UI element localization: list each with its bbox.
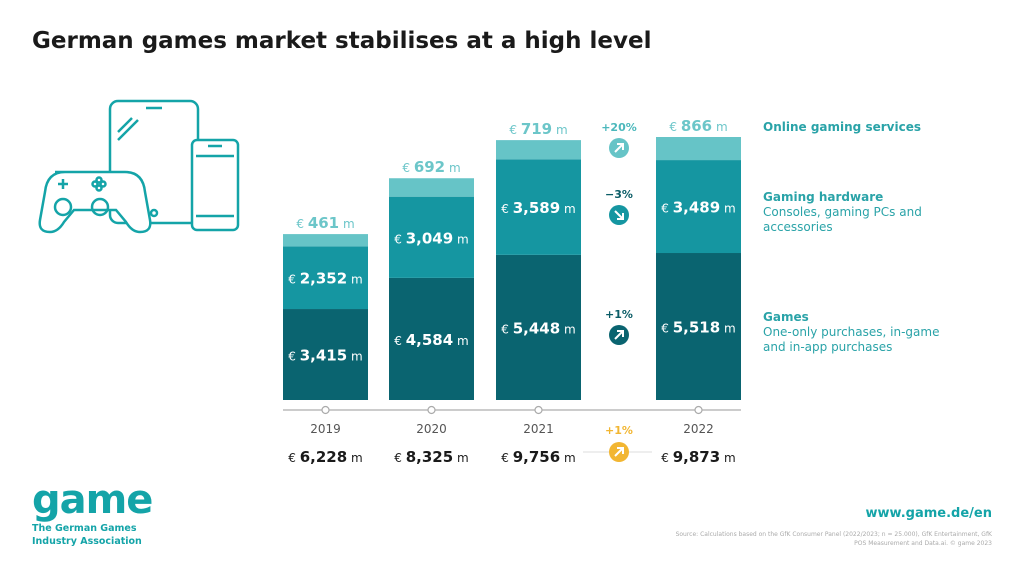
devices-illustration-icon xyxy=(38,99,240,234)
axis-marker xyxy=(321,405,330,415)
bar-online-gaming-services-2020 xyxy=(389,178,474,197)
bar-gaming-hardware-2021 xyxy=(496,159,581,255)
change-label: +20% xyxy=(601,121,637,134)
value-label: € 5,448 m xyxy=(501,319,575,337)
total-label: € 8,325 m xyxy=(394,448,468,466)
website-link[interactable]: www.game.de/en xyxy=(865,506,992,521)
bar-online-gaming-services-2022 xyxy=(656,137,741,161)
legend-online: Online gaming services xyxy=(763,120,921,134)
value-label: € 3,589 m xyxy=(501,199,575,217)
value-label: € 866 m xyxy=(669,117,727,135)
bar-online-gaming-services-2021 xyxy=(496,140,581,160)
total-label: € 9,756 m xyxy=(501,448,575,466)
value-label: € 461 m xyxy=(296,214,354,232)
bar-gaming-hardware-2020 xyxy=(389,196,474,278)
bar-online-gaming-services-2019 xyxy=(283,234,368,247)
axis-marker xyxy=(534,405,543,415)
arrow-glyph xyxy=(614,447,624,457)
change-label: −3% xyxy=(605,188,633,201)
value-label: € 4,584 m xyxy=(394,331,468,349)
value-label: € 5,518 m xyxy=(661,319,735,337)
total-label: € 6,228 m xyxy=(288,448,362,466)
bar-gaming-hardware-2022 xyxy=(656,160,741,254)
total-change-label: +1% xyxy=(605,424,633,437)
bar-games-2020 xyxy=(389,277,474,400)
value-label: € 3,489 m xyxy=(661,199,735,217)
axis-marker xyxy=(694,405,703,415)
x-tick-label: 2021 xyxy=(523,422,554,436)
legend-games: Games One-only purchases, in-game and in-… xyxy=(763,310,940,354)
arrow-glyph xyxy=(614,143,624,153)
value-label: € 692 m xyxy=(402,158,460,176)
bar-games-2019 xyxy=(283,309,368,400)
source-note: Source: Calculations based on the GfK Co… xyxy=(675,531,992,547)
axis-marker xyxy=(427,405,436,415)
game-logo: game The German Games Industry Associati… xyxy=(32,477,153,547)
total-label: € 9,873 m xyxy=(661,448,735,466)
legend-hardware: Gaming hardware Consoles, gaming PCs and … xyxy=(763,190,922,234)
value-label: € 3,049 m xyxy=(394,229,468,247)
x-tick-label: 2022 xyxy=(683,422,714,436)
change-label: +1% xyxy=(605,308,633,321)
x-tick-label: 2020 xyxy=(416,422,447,436)
chart-title: German games market stabilises at a high… xyxy=(32,28,652,54)
value-label: € 3,415 m xyxy=(288,347,362,365)
value-label: € 2,352 m xyxy=(288,270,362,288)
value-label: € 719 m xyxy=(509,120,567,138)
bar-games-2021 xyxy=(496,254,581,400)
arrow-glyph xyxy=(614,210,624,220)
arrow-glyph xyxy=(614,330,624,340)
bar-gaming-hardware-2019 xyxy=(283,246,368,310)
bar-games-2022 xyxy=(656,253,741,400)
x-tick-label: 2019 xyxy=(310,422,341,436)
